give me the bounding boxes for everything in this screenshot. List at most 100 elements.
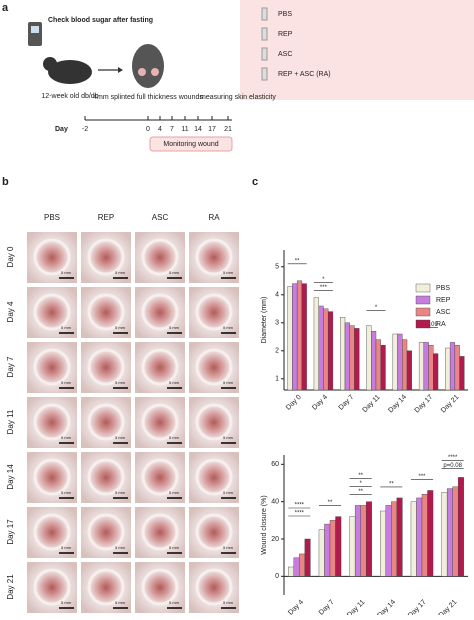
row-label: Day 14: [6, 464, 15, 490]
bar: [449, 342, 456, 391]
splint: [87, 293, 125, 331]
splint: [87, 568, 125, 606]
scale-label: 5 mm: [115, 325, 126, 330]
x-tick-label: Day 21: [440, 394, 461, 415]
bar: [366, 325, 372, 391]
panel-letter: a: [2, 2, 9, 14]
panel-letter: b: [2, 176, 9, 188]
arrow-head: [118, 67, 123, 73]
significance-label: ***: [418, 474, 426, 480]
bar: [391, 501, 398, 577]
bar: [452, 486, 459, 577]
row-label: Day 11: [6, 409, 15, 434]
bar: [335, 516, 342, 577]
scale-label: 5 mm: [115, 380, 126, 385]
bar: [293, 557, 300, 577]
bar: [354, 505, 361, 577]
bar: [402, 339, 408, 391]
legend-label: ASC: [436, 309, 450, 316]
bar: [354, 328, 360, 391]
x-tick-label: Day 14: [376, 599, 397, 615]
bar: [427, 490, 434, 577]
scale-label: 5 mm: [115, 270, 126, 275]
scale-label: 5 mm: [169, 270, 180, 275]
bar: [392, 333, 398, 391]
scale-label: 5 mm: [223, 490, 234, 495]
splint: [141, 403, 179, 441]
splint: [33, 513, 71, 551]
scale-label: 5 mm: [61, 325, 72, 330]
scale-label: 5 mm: [115, 545, 126, 550]
timeline-day: -2: [82, 126, 88, 133]
x-tick-label: Day 7: [338, 394, 356, 412]
scale-label: 5 mm: [223, 325, 234, 330]
bar: [380, 510, 387, 577]
y-axis-label: Wound closure (%): [261, 495, 268, 554]
bar: [365, 501, 372, 577]
splint: [33, 238, 71, 276]
significance-label: *: [322, 277, 325, 283]
splint: [33, 458, 71, 496]
splint: [141, 513, 179, 551]
significance-label: **: [295, 258, 300, 264]
scale-label: 5 mm: [61, 600, 72, 605]
legend-swatch: [415, 307, 431, 317]
x-tick-label: Day 7: [318, 599, 336, 615]
mouse-label: 12-week old db/db: [41, 93, 98, 100]
bar: [423, 342, 429, 391]
row-label: Day 4: [6, 301, 15, 322]
x-tick-label: Day 0: [285, 394, 303, 412]
y-tick-label: 60: [271, 461, 279, 468]
bar: [421, 494, 428, 577]
column-label: ASC: [152, 213, 169, 222]
bar: [344, 322, 350, 391]
scale-label: 5 mm: [169, 325, 180, 330]
splint: [87, 513, 125, 551]
scale-label: 5 mm: [61, 270, 72, 275]
splint: [87, 403, 125, 441]
treatment-label: REP: [278, 31, 293, 38]
bar: [324, 523, 331, 577]
wound: [138, 68, 146, 76]
y-tick-label: 3: [275, 320, 279, 327]
splint: [195, 348, 233, 386]
bar: [288, 566, 295, 577]
bar: [340, 317, 346, 391]
x-tick-label: Day 4: [287, 599, 305, 615]
bar: [299, 553, 306, 577]
timeline-day: 11: [181, 126, 188, 133]
legend-label: RA: [436, 321, 446, 328]
splint: [141, 238, 179, 276]
splint: [141, 293, 179, 331]
bar: [349, 325, 355, 391]
timeline-day: 17: [208, 126, 216, 133]
timeline-day: 21: [224, 126, 232, 133]
bar: [304, 538, 311, 577]
bar: [375, 339, 381, 391]
significance-label: ***: [320, 285, 328, 291]
bar: [301, 283, 307, 391]
bar: [296, 280, 303, 391]
scale-label: 5 mm: [61, 545, 72, 550]
timeline-label: Day: [55, 126, 68, 133]
glucometer-screen: [31, 26, 39, 33]
x-tick-label: Day 14: [387, 394, 408, 415]
legend-swatch: [415, 283, 431, 293]
panel-letter: c: [252, 176, 258, 188]
mouse-back: [132, 44, 164, 88]
treatment-label: PBS: [278, 11, 292, 18]
splint: [87, 458, 125, 496]
scale-label: 5 mm: [115, 600, 126, 605]
bar: [396, 497, 403, 577]
significance-label: ****: [295, 503, 305, 509]
row-label: Day 7: [6, 356, 15, 377]
significance-label: **: [358, 473, 363, 479]
row-label: Day 21: [6, 574, 15, 600]
bar: [385, 505, 392, 577]
scale-label: 5 mm: [61, 435, 72, 440]
scale-label: 5 mm: [223, 380, 234, 385]
tube: [261, 7, 268, 21]
treatment-box: [240, 0, 474, 100]
bar: [406, 350, 412, 391]
significance-label: **: [389, 482, 394, 488]
